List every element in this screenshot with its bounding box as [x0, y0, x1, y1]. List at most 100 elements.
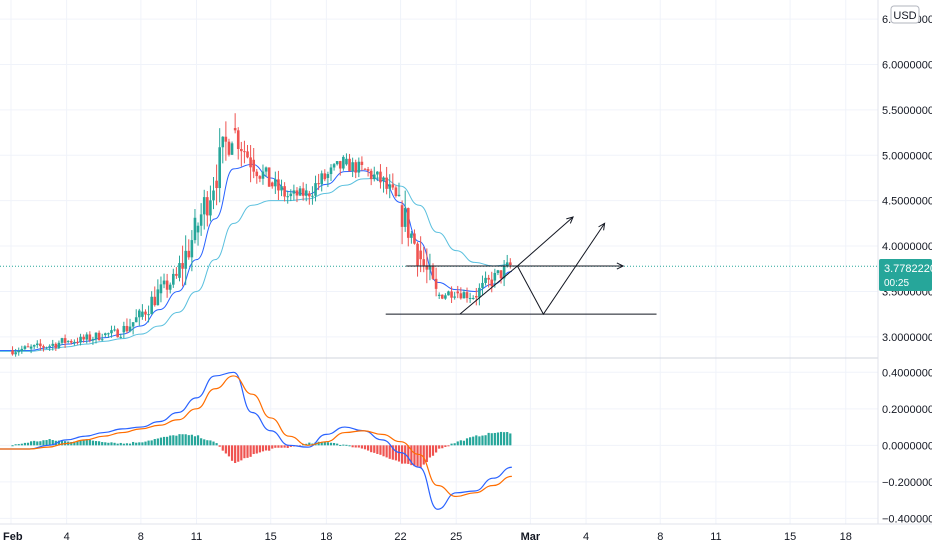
candle-body: [465, 292, 469, 299]
macd-histogram-bar: [147, 440, 150, 446]
candle-body: [428, 266, 432, 270]
candlesticks: [11, 113, 512, 357]
time-tick-label: 8: [657, 531, 663, 543]
candle-body: [360, 161, 364, 165]
macd-histogram-bar: [128, 443, 132, 446]
macd-histogram-bar: [36, 441, 39, 446]
candle-body: [187, 250, 191, 258]
currency-badge[interactable]: USD: [890, 5, 920, 24]
macd-histogram-bar: [230, 445, 234, 461]
macd-tick-label: −0.2000000: [882, 477, 932, 489]
macd-histogram-bar: [246, 445, 249, 458]
candle-body: [224, 136, 228, 142]
candle-body: [385, 177, 388, 189]
macd-histogram-bar: [237, 445, 240, 462]
macd-histogram-bar: [166, 436, 169, 446]
macd-histogram-bar: [11, 445, 14, 447]
macd-histogram-bar: [490, 433, 493, 446]
time-tick-label: 11: [191, 531, 202, 543]
candle-body: [490, 279, 494, 287]
macd-histogram-bar: [438, 445, 441, 449]
currency-badge-box[interactable]: [890, 5, 920, 24]
candle-body: [190, 240, 194, 258]
macd-histogram-bar: [116, 443, 119, 446]
macd-histogram-bar: [413, 445, 416, 467]
candle-body: [505, 262, 509, 266]
macd-histogram-bar: [227, 445, 231, 457]
candle-body: [440, 294, 444, 299]
macd-histogram-bar: [475, 435, 478, 446]
candle-body: [162, 280, 166, 285]
candle-body: [82, 336, 85, 340]
macd-histogram-bar: [234, 445, 237, 464]
time-tick-label: 18: [840, 531, 852, 543]
candle-body: [292, 190, 296, 194]
macd-histogram-bar: [283, 445, 286, 448]
macd-histogram-bar: [144, 441, 147, 446]
macd-histogram-bar: [444, 445, 447, 447]
candle-body: [397, 194, 401, 197]
macd-lines: [0, 371, 512, 510]
macd-histogram-bar: [76, 441, 79, 446]
candle-body: [295, 190, 299, 196]
macd-histogram-bar: [156, 438, 159, 446]
macd-histogram-bar: [388, 445, 391, 459]
moving-averages: [0, 163, 512, 352]
time-scale[interactable]: Feb 4 8 11 15 18 22 25 Mar 4 8 11 15 18: [3, 531, 852, 543]
macd-histogram-bar: [14, 444, 17, 446]
macd-histogram-bar: [373, 445, 376, 453]
macd-histogram-bar: [416, 445, 419, 467]
candle-body: [193, 217, 197, 241]
macd-histogram-bar: [268, 445, 271, 451]
candle-body: [45, 347, 48, 349]
macd-histogram: [11, 431, 512, 469]
macd-histogram-bar: [215, 443, 218, 446]
macd-histogram-bar: [484, 435, 487, 446]
macd-histogram-bar: [496, 432, 500, 446]
candle-body: [274, 179, 277, 187]
macd-histogram-bar: [274, 445, 277, 448]
time-tick-label: 18: [320, 531, 332, 543]
macd-histogram-bar: [218, 445, 221, 447]
macd-histogram-bar: [88, 439, 91, 446]
drawings[interactable]: [385, 216, 657, 316]
candle-body: [23, 346, 27, 349]
candle-body: [69, 340, 73, 343]
candle-body: [221, 136, 225, 148]
candle-body: [110, 330, 113, 334]
macd-histogram-bar: [397, 445, 401, 462]
macd-scale[interactable]: 0.4000000 0.2000000 0.0000000 −0.2000000 −0.…: [882, 367, 932, 525]
moving-average-fast: [0, 163, 512, 351]
candle-body: [119, 336, 123, 338]
candle-body: [419, 250, 422, 260]
candle-body: [264, 167, 268, 172]
candle-body: [348, 158, 351, 172]
time-tick-label: 22: [394, 531, 406, 543]
candle-body: [178, 263, 181, 278]
macd-histogram-bar: [453, 443, 456, 446]
candle-body: [144, 311, 147, 315]
macd-histogram-bar: [332, 442, 336, 446]
macd-histogram-bar: [441, 445, 444, 449]
candle-body: [20, 348, 24, 351]
macd-histogram-bar: [51, 440, 54, 446]
candle-body: [122, 325, 126, 333]
macd-histogram-bar: [425, 445, 428, 463]
candle-body: [354, 162, 358, 173]
moving-average-slow: [0, 177, 512, 352]
macd-histogram-bar: [29, 441, 33, 446]
candle-body: [85, 334, 89, 340]
macd-histogram-bar: [193, 436, 197, 446]
candle-body: [206, 197, 209, 216]
candle-body: [462, 292, 466, 299]
time-tick-label: Mar: [521, 531, 541, 543]
candle-body: [416, 243, 419, 266]
candle-body: [79, 336, 82, 343]
candle-body: [280, 186, 283, 191]
candle-body: [159, 284, 163, 294]
candle-body: [304, 190, 308, 196]
macd-histogram-bar: [422, 445, 425, 465]
candle-body: [317, 183, 320, 185]
price-scale[interactable]: 3.00000003.50000004.00000004.50000005.00…: [882, 14, 932, 344]
